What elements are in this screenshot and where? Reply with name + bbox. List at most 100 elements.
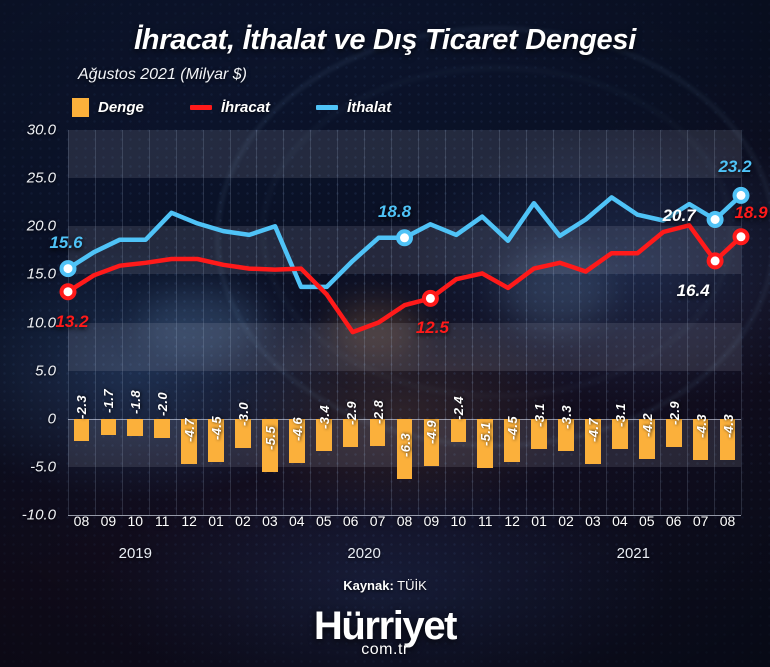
brand-domain: com.tr [361, 641, 409, 658]
x-axis-tick-label: 03 [585, 513, 601, 529]
chart-gridline-vertical [552, 130, 554, 515]
x-axis-year-label: 2020 [347, 545, 381, 562]
chart-point-value-label: 15.6 [49, 232, 83, 252]
chart-bar-value-label: -5.1 [478, 421, 494, 446]
chart-bar [235, 418, 251, 448]
x-axis-tick-label: 09 [423, 513, 440, 529]
chart-bar [315, 418, 332, 452]
chart-gridline-vertical [94, 130, 96, 515]
chart-x-axis-line [68, 515, 741, 516]
chart-gridline-vertical [229, 130, 231, 515]
x-axis-tick-label: 12 [504, 513, 520, 529]
chart-bar [154, 418, 171, 438]
y-axis-tick-label: 10.0 [26, 314, 56, 331]
chart-gridline-vertical [121, 130, 123, 515]
legend-item-label: Denge [98, 99, 144, 116]
chart-bar-value-label: -5.5 [262, 425, 278, 450]
chart-bar [289, 418, 305, 464]
chart-bar-value-label: -2.9 [666, 400, 682, 425]
chart-bar-value-label: -3.0 [235, 401, 251, 426]
chart-bar-value-label: -3.1 [532, 402, 548, 427]
x-axis-tick-label: 01 [208, 513, 224, 529]
chart-bar [477, 418, 494, 468]
chart-gridline-vertical [606, 130, 608, 515]
chart-bar [531, 418, 547, 449]
legend-item-denge[interactable]: Denge [72, 98, 144, 117]
chart-bar-value-label: -2.9 [343, 400, 359, 425]
source-note: Kaynak: TÜİK [0, 578, 770, 593]
chart-gridline-vertical [579, 130, 581, 515]
y-axis-tick-label: 15.0 [26, 265, 56, 283]
y-axis-tick-label: 20.0 [26, 217, 56, 235]
y-axis-tick-label: 0 [47, 410, 56, 428]
chart-band [68, 226, 741, 275]
chart-gridline-vertical [310, 130, 312, 515]
chart-data-point-marker [706, 211, 724, 228]
chart-data-point-marker [396, 229, 413, 247]
chart-point-value-label: 16.4 [676, 280, 710, 300]
legend-item-i̇thalat[interactable]: İthalat [316, 99, 391, 116]
brand-logo: Hürriyet [313, 604, 458, 648]
chart-bar-value-label: -2.8 [370, 399, 386, 424]
chart-bar [396, 418, 413, 480]
chart-point-value-label: 20.7 [662, 205, 696, 225]
x-axis-year-label: 2019 [118, 545, 152, 562]
y-axis-tick-label: 5.0 [35, 362, 56, 380]
legend-swatch-box-icon [72, 98, 89, 117]
source-value: TÜİK [397, 578, 427, 593]
y-axis-tick-label: -10.0 [21, 506, 56, 524]
chart-point-value-label: 18.9 [734, 202, 768, 222]
x-axis-tick-label: 08 [73, 513, 90, 529]
chart-bar [369, 418, 386, 446]
legend-item-i̇hracat[interactable]: İhracat [189, 99, 270, 116]
chart-bar-value-label: -4.3 [720, 414, 736, 439]
page-title: İhracat, İthalat ve Dış Ticaret Dengesi [134, 24, 636, 56]
chart-bar [665, 418, 682, 447]
chart-bar [423, 418, 440, 466]
chart-gridline-vertical [660, 130, 662, 515]
chart-point-value-label: 18.8 [377, 201, 412, 221]
x-axis-tick-label: 05 [315, 513, 332, 529]
chart-bar [342, 418, 359, 447]
chart-bar-value-label: -3.3 [559, 404, 575, 429]
chart-bar-value-label: -6.3 [397, 433, 413, 458]
chart-bar-value-label: -2.3 [74, 394, 90, 419]
chart-bar [692, 418, 709, 461]
chart-gridline-vertical [256, 130, 258, 515]
chart-legend: Denge İhracat İthalat [72, 98, 391, 117]
chart-gridline-vertical [337, 130, 339, 515]
legend-item-label: İthalat [347, 99, 392, 116]
page-subtitle: Ağustos 2021 (Milyar $) [78, 66, 247, 83]
chart-gridline-vertical [364, 130, 366, 515]
chart-point-value-label: 12.5 [415, 318, 449, 338]
chart-bar [262, 418, 278, 472]
chart-gridline-vertical [391, 130, 393, 515]
x-axis-tick-label: 02 [558, 513, 574, 529]
chart-bar-value-label: -2.0 [155, 392, 171, 417]
x-axis-tick-label: 10 [127, 513, 144, 529]
chart-bar-value-label: -4.5 [209, 416, 225, 441]
chart-bar [558, 418, 574, 451]
chart-point-value-label: 13.2 [55, 311, 89, 331]
x-axis-tick-label: 11 [477, 513, 493, 529]
chart-gridline-vertical [202, 130, 204, 515]
x-axis-tick-label: 09 [100, 513, 117, 529]
x-axis-tick-label: 01 [531, 513, 547, 529]
source-label: Kaynak: [343, 578, 394, 593]
y-axis-tick-label: -5.0 [30, 458, 56, 476]
x-axis-tick-label: 06 [342, 513, 359, 529]
chart-gridline-vertical [714, 130, 716, 515]
chart-bar [504, 418, 520, 463]
chart-bar-value-label: -4.3 [693, 414, 709, 439]
chart-bar-value-label: -4.2 [639, 413, 655, 438]
chart-bar-value-label: -3.1 [612, 402, 628, 427]
chart-bar-value-label: -1.7 [101, 389, 117, 414]
chart-bar [719, 418, 736, 461]
chart-band [68, 130, 741, 179]
x-axis-year-label: 2021 [616, 545, 650, 562]
x-axis-tick-label: 03 [262, 513, 278, 529]
legend-swatch-line-icon [316, 105, 339, 110]
x-axis-tick-label: 10 [450, 513, 467, 529]
chart-bar-value-label: -1.8 [128, 390, 144, 415]
